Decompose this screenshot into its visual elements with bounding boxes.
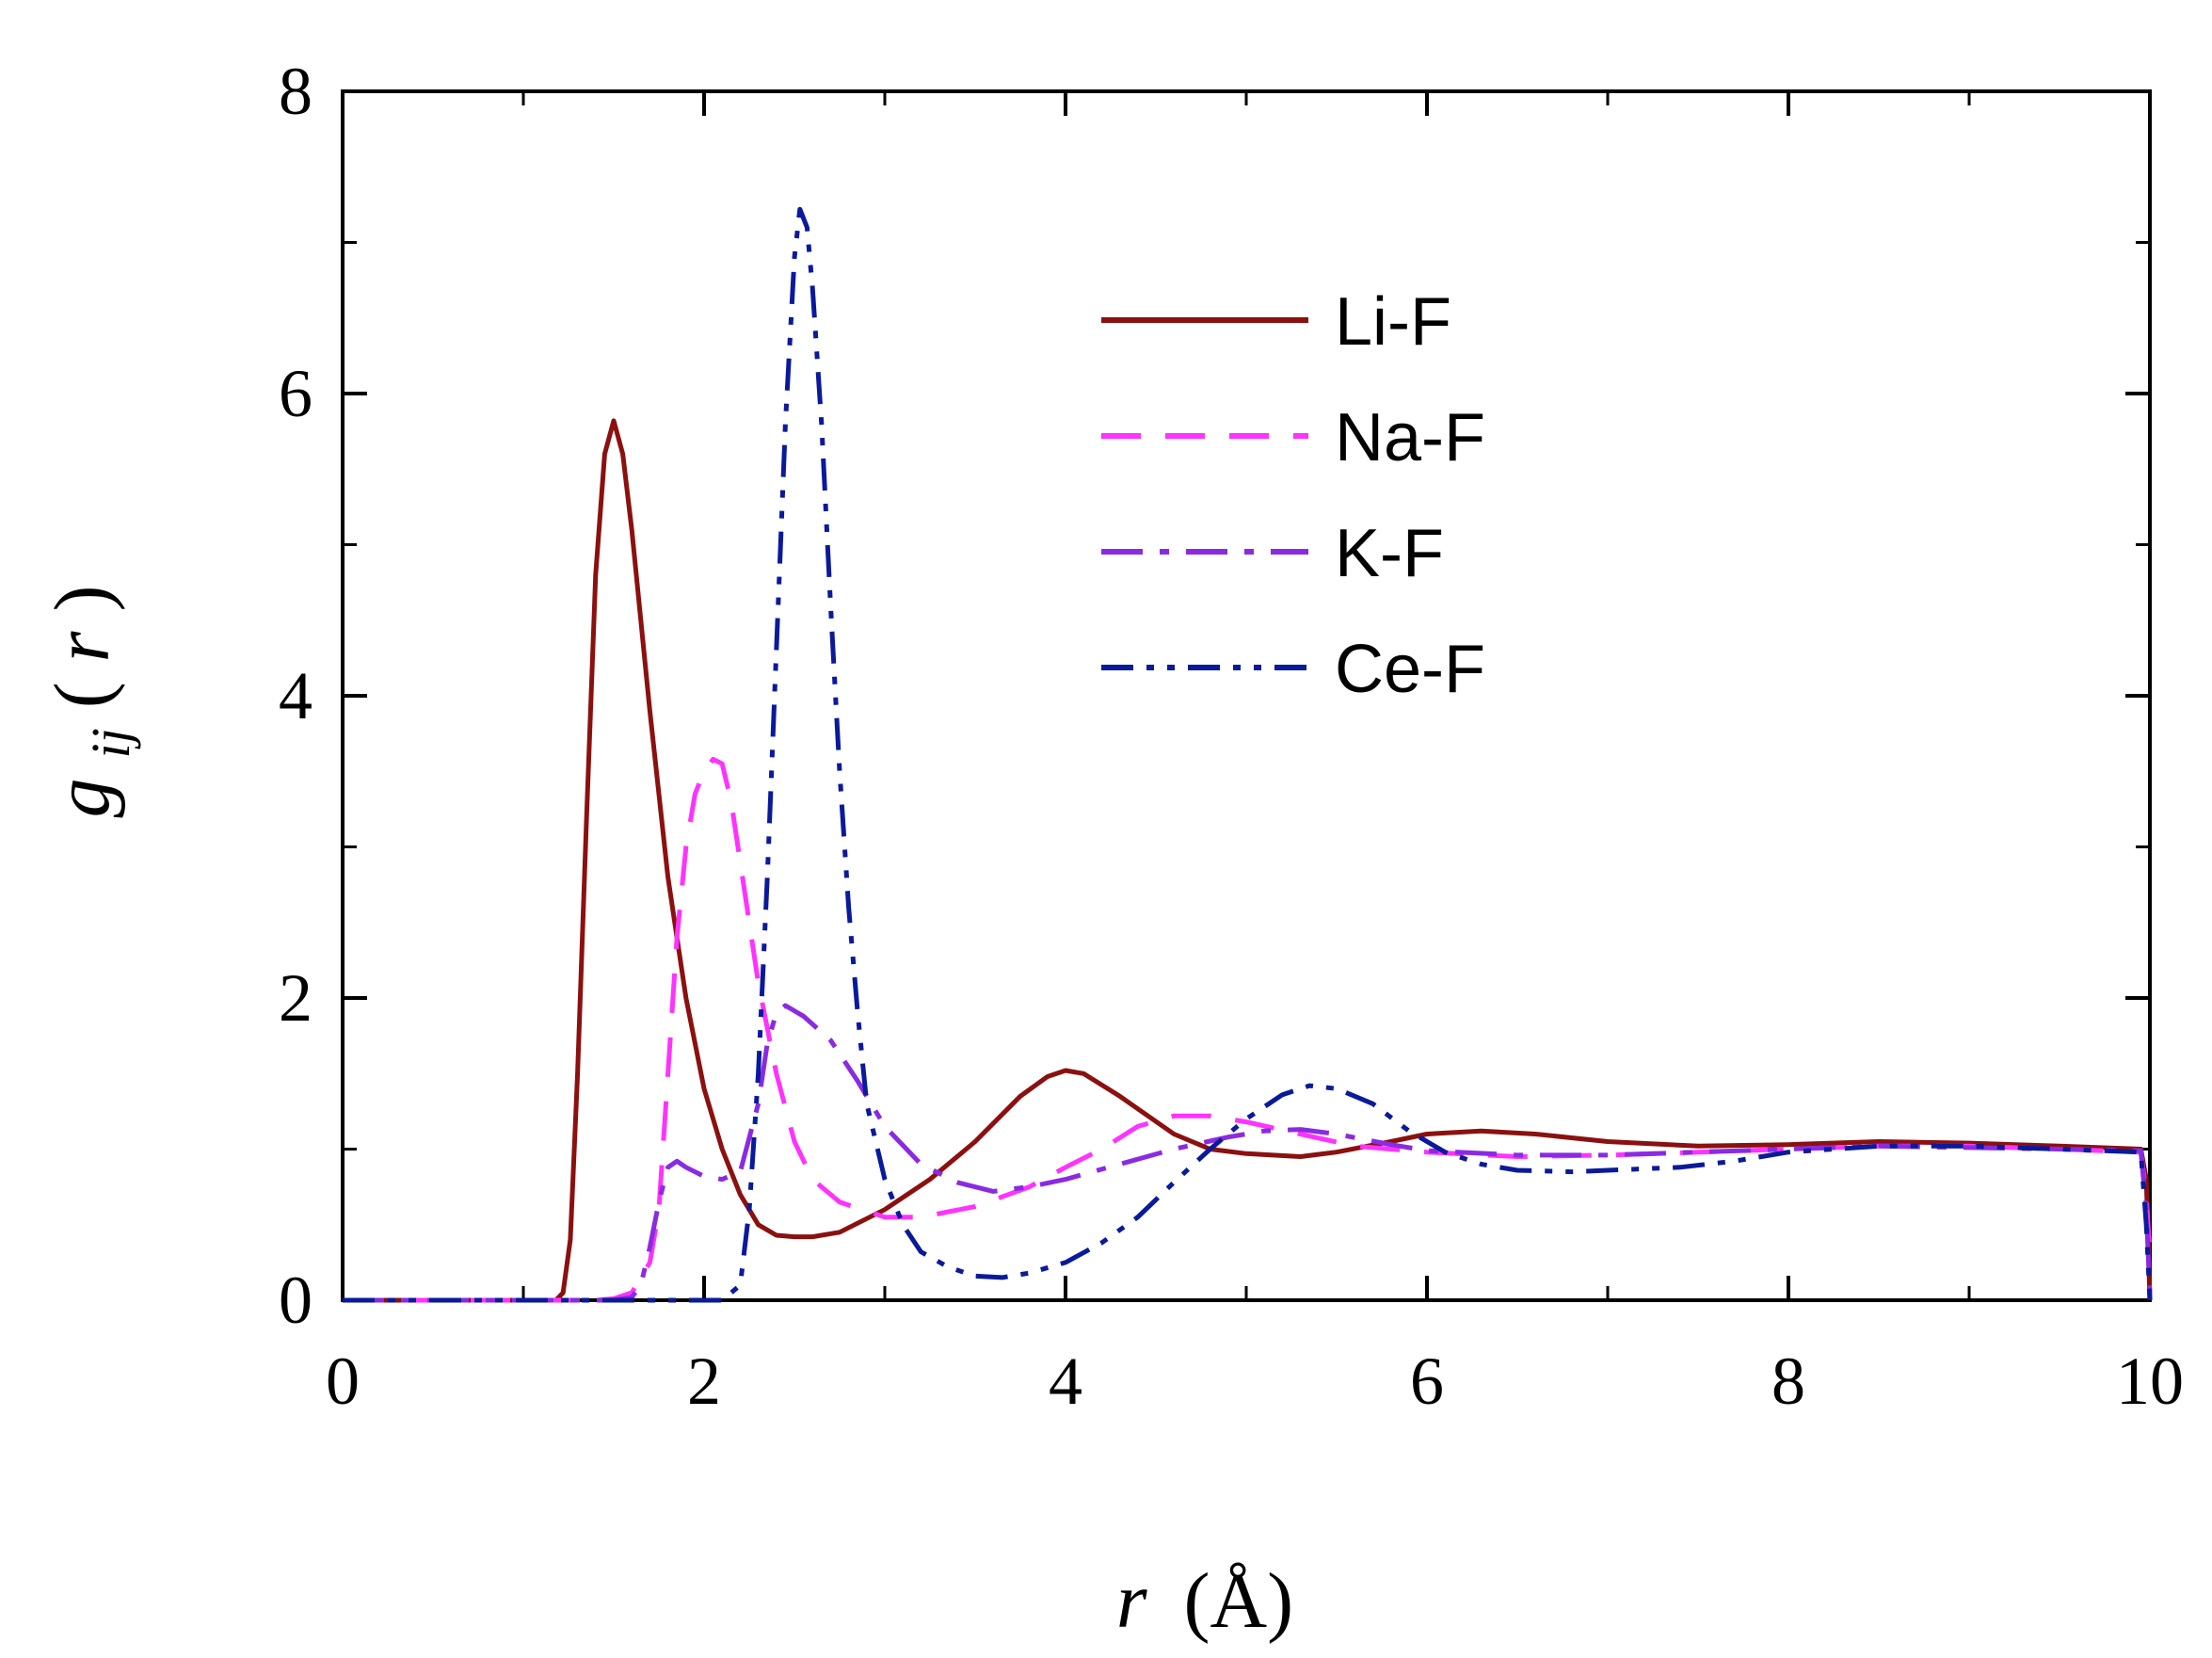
major-ticks: [341, 89, 2152, 1302]
x-tick-label: 6: [1410, 1344, 1444, 1419]
y-axis-sub: ij: [80, 728, 141, 758]
plot-frame: [341, 89, 2152, 1302]
series-lines: [343, 206, 2153, 1303]
y-tick-label: 0: [279, 1263, 313, 1338]
minor-ticks: [343, 91, 2150, 1300]
y-tick-label: 8: [279, 54, 313, 129]
y-tick-label: 2: [279, 960, 313, 1036]
legend-label-k-f: K-F: [1335, 516, 1444, 591]
y-tick-labels: 0 2 4 6 8: [279, 54, 313, 1338]
legend: Li-F Na-F K-F Ce-F: [1101, 284, 1485, 707]
series-line-ce-f: [343, 206, 2153, 1303]
y-tick-label: 6: [279, 356, 313, 431]
legend-label-li-f: Li-F: [1335, 284, 1451, 360]
x-tick-labels: 0 2 4 6 8 10: [326, 1344, 2184, 1419]
series-line-na-f: [343, 756, 2153, 1303]
x-axis-unit: (Å): [1184, 1557, 1294, 1645]
series-line-k-f: [343, 1003, 2153, 1303]
x-tick-label: 2: [687, 1344, 721, 1419]
y-axis-base: g: [39, 778, 126, 817]
x-axis-var: r: [1116, 1557, 1147, 1645]
y-axis-close: ): [39, 586, 126, 612]
y-axis-title: g ij ( r ): [39, 586, 147, 818]
x-tick-label: 4: [1049, 1344, 1082, 1419]
legend-label-ce-f: Ce-F: [1335, 632, 1485, 707]
x-tick-label: 10: [2116, 1344, 2184, 1419]
y-axis-arg: r: [39, 631, 126, 662]
x-tick-label: 8: [1771, 1344, 1805, 1419]
legend-label-na-f: Na-F: [1335, 400, 1485, 475]
series-line-li-f: [343, 418, 2153, 1303]
y-tick-label: 4: [279, 658, 313, 733]
x-axis-title: r (Å): [1116, 1557, 1293, 1645]
y-axis-open: (: [39, 682, 126, 708]
x-tick-label: 0: [326, 1344, 360, 1419]
